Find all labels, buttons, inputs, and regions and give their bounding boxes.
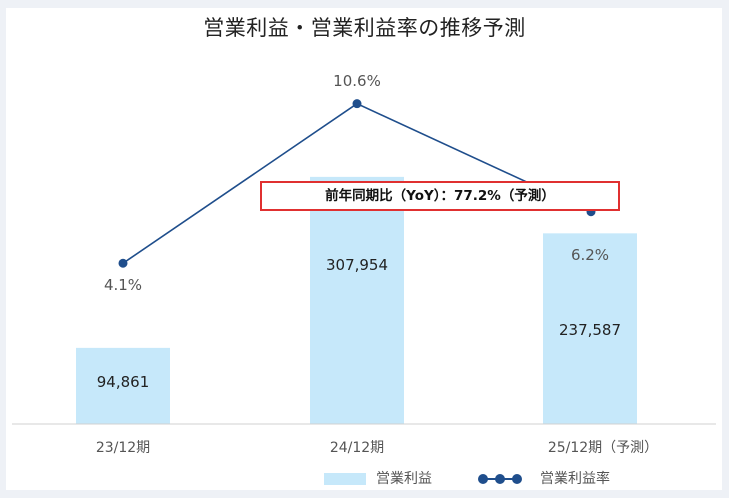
legend-line-dot bbox=[495, 474, 505, 484]
rate-value-label: 4.1% bbox=[104, 276, 142, 294]
bar bbox=[76, 347, 170, 424]
rate-value-label: 10.6% bbox=[333, 72, 381, 90]
bar-value-label: 94,861 bbox=[97, 373, 150, 391]
legend-line-dot bbox=[478, 474, 488, 484]
bar-value-label: 237,587 bbox=[559, 321, 621, 339]
yoy-annotation: 前年同期比（YoY）：77.2%（予測） bbox=[260, 181, 620, 211]
rate-point bbox=[352, 99, 362, 109]
legend-line-label: 営業利益率 bbox=[540, 471, 610, 487]
bar bbox=[543, 233, 637, 424]
bar bbox=[310, 176, 404, 424]
x-tick-label: 25/12期（予測） bbox=[548, 440, 658, 456]
rate-value-label: 6.2% bbox=[571, 246, 609, 264]
x-tick-label: 23/12期 bbox=[96, 440, 150, 456]
rate-point bbox=[118, 258, 128, 268]
legend-bar-swatch bbox=[324, 473, 366, 485]
legend-line-dot bbox=[512, 474, 522, 484]
x-tick-label: 24/12期 bbox=[330, 440, 384, 456]
legend-bar-label: 営業利益 bbox=[376, 471, 432, 487]
chart-title: 営業利益・営業利益率の推移予測 bbox=[203, 16, 526, 40]
chart-legend: 営業利益 営業利益率 bbox=[0, 466, 729, 490]
bar-value-label: 307,954 bbox=[326, 256, 388, 274]
